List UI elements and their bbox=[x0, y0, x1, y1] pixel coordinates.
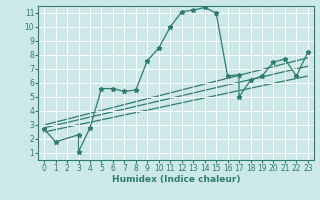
X-axis label: Humidex (Indice chaleur): Humidex (Indice chaleur) bbox=[112, 175, 240, 184]
